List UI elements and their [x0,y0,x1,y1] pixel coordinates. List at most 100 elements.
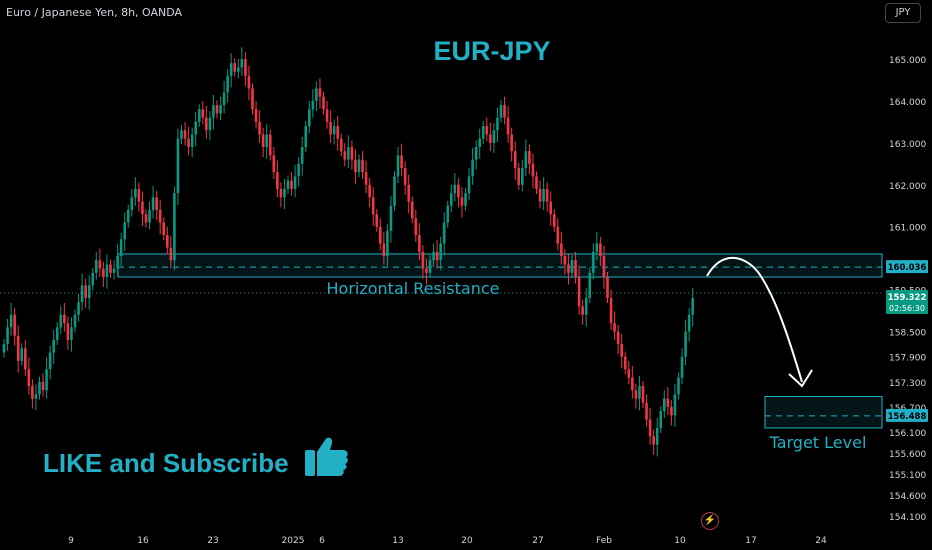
currency-button[interactable]: JPY [885,3,921,23]
candle-body [315,88,318,101]
candle-body [116,256,119,269]
candle-body [574,260,577,278]
candle-body [545,188,549,202]
candle-body [141,201,144,215]
candle-body [496,117,499,131]
candle-body [592,251,595,273]
candle-body [457,184,460,198]
candle-body [524,151,528,169]
price-tick-label: 162.000 [889,182,926,192]
candle-body [151,197,155,210]
candle-body [254,109,258,122]
price-tick-label: 155.100 [889,471,926,481]
time-tick-label: 10 [674,536,686,546]
candle-body [506,117,510,135]
candle-body [311,100,315,110]
candle-body [286,180,290,189]
candle-body [247,75,251,89]
candle-body [410,201,414,219]
candle-body [173,193,176,261]
candle-body [663,398,666,412]
time-tick-label: 27 [532,536,543,546]
candle-body [126,209,130,223]
candle-body [212,105,215,118]
candle-body [144,214,148,223]
candle-body [503,105,506,118]
candle-body [268,134,272,156]
candle-body [343,151,347,160]
candle-body [634,390,638,399]
candle-body [215,105,219,114]
zone-rect [117,253,883,278]
candle-body [542,188,545,202]
candle-body [687,314,691,332]
candle-body [318,88,322,97]
time-tick-label: 6 [319,536,325,546]
candle-body [190,134,194,148]
candle-body [389,205,393,231]
candle-body [552,214,556,227]
time-tick-label: 23 [207,536,218,546]
candle-body [194,121,197,135]
candle-body [148,209,151,223]
symbol-info: Euro / Japanese Yen, 8h, OANDA [6,6,183,19]
price-tick-label: 157.900 [889,354,926,364]
candle-body [38,381,41,395]
candle-body [73,314,77,328]
price-tick-label: 156.100 [889,429,926,439]
candle-body [595,243,599,252]
candle-body [375,214,379,227]
candle-body [609,297,613,324]
candle-body [16,335,20,361]
candle-body [52,339,55,353]
time-axis[interactable]: 9 16 23 2025 6 13 20 27 Feb 10 17 24 [68,536,827,546]
chart-title: EUR-JPY [433,36,550,66]
candle-body [339,138,343,152]
candle-body [599,243,602,257]
zone-rect [764,396,883,429]
candle-body [513,151,517,169]
candle-body [677,377,680,395]
candle-body [27,369,31,387]
candle-body [673,394,677,416]
candle-body [478,138,481,148]
candle-body [666,398,670,407]
price-label-text: 156.488 [888,412,927,422]
candle-body [659,411,663,428]
candle-body [98,260,102,269]
candle-body [379,226,382,244]
candle-body [158,209,162,223]
bolt-icon[interactable]: ⚡ [701,512,719,530]
price-tick-label: 157.300 [889,379,926,389]
candle-body [240,59,244,68]
time-tick-label: 17 [745,536,756,546]
candle-body [460,197,464,206]
candle-body [403,168,407,185]
time-tick-label: 20 [461,536,473,546]
candle-body [222,92,226,106]
candle-body [166,235,169,248]
zones-layer [117,253,883,429]
price-label-box [886,290,928,315]
candle-body [226,75,229,93]
price-label-box [886,408,928,422]
candle-body [446,205,450,223]
candle-body [535,176,538,189]
candle-body [549,201,552,215]
price-tick-label: 154.600 [889,492,926,502]
candle-body [258,121,261,135]
candle-body [442,222,446,244]
candle-body [517,168,521,185]
candle-body [229,63,233,76]
price-axis[interactable]: 165.000164.000163.000162.000161.000159.5… [889,56,926,523]
candle-body [581,306,584,315]
candle-body [244,59,247,76]
candle-body [265,134,268,148]
candle-body [556,226,560,244]
candle-body [432,251,435,261]
candle-body [453,184,457,194]
candle-body [91,272,95,286]
candle-body [283,188,286,198]
time-tick-label: Feb [596,536,612,546]
